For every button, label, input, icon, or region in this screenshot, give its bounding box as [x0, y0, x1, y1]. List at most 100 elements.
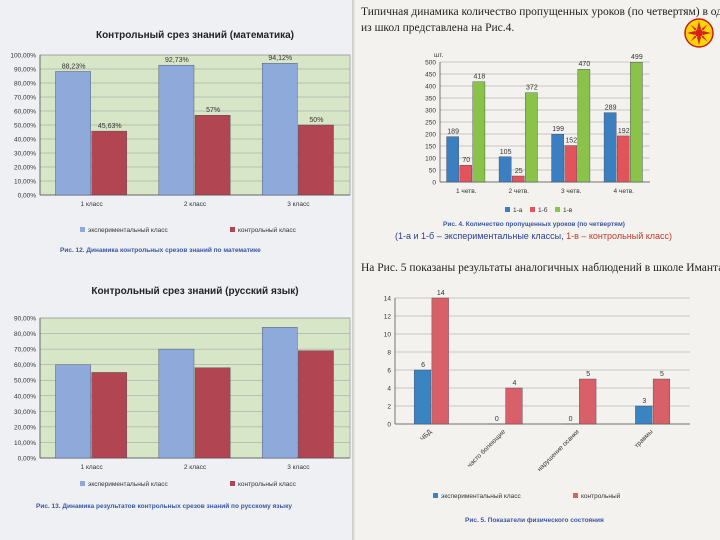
math-caption: Рис. 12. Динамика контрольных срезов зна… — [60, 246, 261, 254]
absences-data-label: 499 — [631, 54, 643, 61]
math-data-label: 50% — [309, 117, 323, 124]
absences-xtick: 1 четв. — [456, 188, 477, 195]
physical-ytick: 10 — [384, 332, 392, 339]
russian-caption: Рис. 13. Динамика результатов контрольны… — [36, 502, 292, 510]
math-ytick: 100,00% — [10, 53, 36, 60]
absences-data-label: 289 — [605, 105, 617, 112]
math-xtick: 2 класс — [184, 201, 207, 208]
physical-bar-2 — [505, 387, 523, 425]
absences-legend-label-3: 1-в — [563, 207, 573, 214]
absences-data-label: 418 — [474, 74, 486, 81]
russian-legend-label-1: экспериментальный класс — [88, 480, 169, 488]
math-legend-label-2: контрольный класс — [238, 226, 297, 234]
math-xtick: 1 класс — [81, 201, 104, 208]
physical-data-label: 14 — [437, 290, 445, 297]
absences-bar-1 — [446, 136, 459, 183]
russian-ytick: 50,00% — [14, 378, 36, 385]
physical-xtick: ЧБД — [419, 428, 434, 443]
para-fig5: На Рис. 5 показаны результаты аналогичны… — [361, 262, 720, 274]
russian-title: Контрольный срез знаний (русский язык) — [91, 286, 298, 297]
math-ytick: 70,00% — [14, 95, 36, 102]
russian-xtick: 3 класс — [287, 464, 310, 471]
absences-legend-swatch-3 — [555, 207, 560, 212]
absences-data-label: 25 — [515, 168, 523, 175]
physical-ytick: 6 — [387, 368, 391, 375]
physical-ytick: 2 — [387, 404, 391, 411]
absences-bar-3 — [525, 92, 538, 183]
physical-data-label: 6 — [421, 362, 425, 369]
physical-bar-2 — [579, 378, 597, 425]
absences-ytick: 50 — [429, 168, 437, 175]
absences-data-label: 199 — [552, 126, 564, 133]
absences-xtick: 2 четв. — [509, 188, 530, 195]
absences-bar-2 — [564, 145, 578, 183]
absences-data-label: 105 — [500, 149, 512, 156]
left-page: Контрольный срез знаний (математика) 0,00… — [0, 0, 355, 540]
physical-xtick: нарушение осанки — [536, 428, 581, 473]
physical-bar-2 — [431, 297, 449, 425]
absences-unit-label: шт. — [434, 52, 443, 59]
absences-bar-2 — [616, 135, 630, 183]
absences-bar-3 — [577, 69, 591, 183]
physical-ytick: 14 — [384, 296, 392, 303]
russian-bar-2 — [91, 372, 128, 459]
absences-legend-swatch-2 — [530, 207, 535, 212]
absences-data-label: 470 — [579, 61, 591, 68]
physical-ytick: 12 — [384, 314, 392, 321]
physical-xtick: травмы — [634, 428, 655, 449]
russian-chart: Контрольный срез знаний (русский язык) 0,… — [14, 286, 351, 510]
absences-xtick: 4 четв. — [614, 188, 635, 195]
absences-caption: Рис. 4. Количество пропущенных уроков (п… — [443, 221, 625, 228]
absences-ytick: 450 — [425, 72, 436, 79]
absences-ytick: 150 — [425, 144, 436, 151]
intro-line-2: из школ представлена на Рис.4. — [361, 22, 515, 34]
emblem-icon — [684, 18, 714, 48]
math-ytick: 30,00% — [14, 151, 36, 158]
absences-xtick: 3 четв. — [561, 188, 582, 195]
absences-legend-label-1: 1-а — [513, 207, 523, 214]
math-bar-2 — [298, 124, 334, 196]
physical-data-label: 3 — [642, 398, 646, 405]
absences-legend-label-2: 1-б — [538, 206, 548, 214]
intro-line-1: Типичная динамика количество пропущенных… — [361, 6, 720, 18]
math-title: Контрольный срез знаний (математика) — [96, 30, 294, 41]
russian-ytick: 80,00% — [14, 331, 36, 338]
russian-ytick: 40,00% — [14, 393, 36, 400]
physical-bar-1 — [413, 369, 432, 425]
math-legend-label-1: экспериментальный класс — [88, 226, 169, 234]
math-chart: Контрольный срез знаний (математика) 0,00… — [10, 30, 351, 254]
absences-chart: шт. 0 50 100 150 200 250 300 350 400 450 500 189 70 41… — [425, 52, 650, 228]
math-bar-2 — [194, 114, 231, 196]
physical-legend-swatch-2 — [573, 493, 578, 498]
russian-legend-swatch-2 — [230, 481, 235, 486]
physical-ytick: 8 — [387, 350, 391, 357]
class-note-part2: 1-в – контрольный класс) — [566, 231, 673, 241]
russian-xtick: 2 класс — [184, 464, 207, 471]
math-xtick: 3 класс — [287, 201, 310, 208]
absences-ytick: 100 — [425, 156, 436, 163]
physical-chart: 0 2 4 6 8 10 12 14 6 14 ЧБД 0 4 часто болеющие 0 5 наруш… — [384, 290, 690, 524]
absences-ytick: 500 — [425, 60, 436, 67]
class-note-part1: (1-а и 1-б – экспериментальные классы, — [395, 231, 567, 241]
math-ytick: 60,00% — [14, 109, 36, 116]
russian-legend-label-2: контрольный класс — [238, 480, 297, 488]
physical-legend-swatch-1 — [433, 493, 438, 498]
physical-data-label: 5 — [586, 371, 590, 378]
absences-data-label: 372 — [526, 85, 538, 92]
absences-ytick: 0 — [432, 180, 436, 187]
right-page: Типичная динамика количество пропущенных… — [355, 0, 720, 540]
math-legend-swatch-2 — [230, 227, 235, 232]
physical-data-label: 0 — [495, 416, 499, 423]
russian-bar-1 — [261, 327, 298, 459]
math-data-label: 94,12% — [268, 55, 292, 62]
math-data-label: 57% — [206, 107, 220, 114]
absences-data-label: 189 — [447, 129, 459, 136]
physical-caption: Рис. 5. Показатели физического состояния — [465, 517, 604, 524]
math-ytick: 80,00% — [14, 81, 36, 88]
math-bar-2 — [91, 130, 128, 196]
physical-legend-label-1: экспериментальный класс — [441, 492, 522, 500]
russian-bar-1 — [158, 348, 195, 459]
math-data-label: 88,23% — [62, 63, 86, 70]
absences-bar-2 — [459, 164, 473, 183]
russian-ytick: 20,00% — [14, 424, 36, 431]
